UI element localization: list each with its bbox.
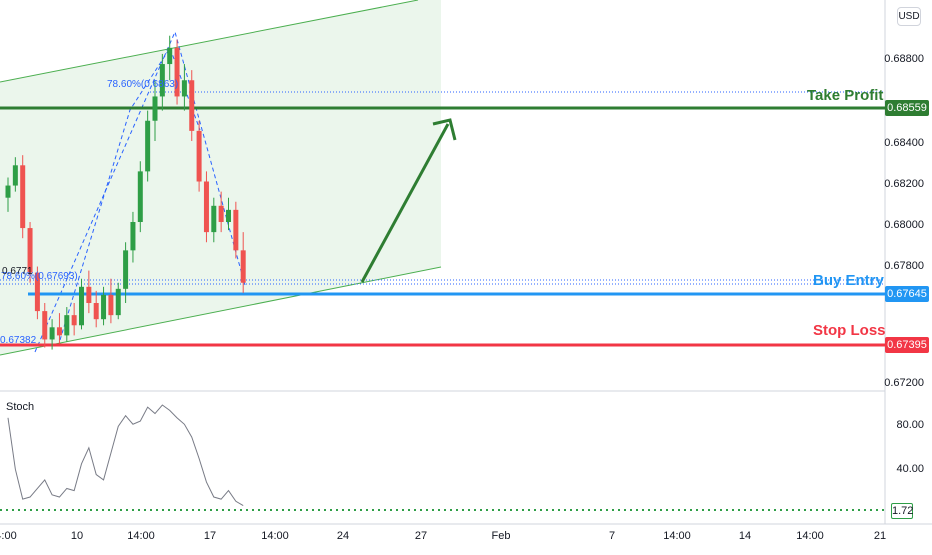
candle-up [211, 205, 217, 233]
candle-down [108, 294, 114, 316]
time-tick: 10 [70, 530, 84, 542]
candle-up [159, 64, 165, 97]
stoch-line [7, 404, 244, 507]
take-profit-label: Take Profit [807, 87, 884, 104]
stop-loss-label: Stop Loss [813, 322, 886, 339]
candle-down [56, 327, 62, 336]
time-tick: 27 [414, 530, 428, 542]
candle-up [64, 315, 70, 336]
time-tick: 4:00 [0, 530, 17, 542]
candle-down [71, 315, 77, 326]
price-tick: 0.67800 [884, 260, 924, 272]
channel-fill [0, 0, 441, 355]
time-tick: 14:00 [796, 530, 824, 542]
candle-down [203, 181, 209, 233]
candle-up [152, 96, 158, 121]
time-tick: 21 [873, 530, 887, 542]
time-tick: 14:00 [127, 530, 155, 542]
take-profit-price-tag: 0.68559 [885, 100, 929, 116]
candle-down [27, 228, 33, 273]
fib-label-mid-left: 0.6771 [2, 266, 33, 277]
candle-up [137, 171, 143, 222]
candle-up [12, 165, 18, 186]
channel-upper-line [0, 0, 419, 83]
projection-arrow [360, 123, 450, 283]
candle-down [20, 165, 26, 229]
candle-up [49, 327, 55, 340]
candle-down [240, 250, 246, 283]
price-tick: 0.68200 [884, 178, 924, 190]
price-tick: 0.68000 [884, 219, 924, 231]
candle-up [123, 250, 129, 289]
candle-down [93, 303, 99, 320]
candle-up [5, 185, 11, 198]
candle-down [189, 80, 195, 131]
candle-down [233, 209, 239, 251]
candle-down [86, 286, 92, 303]
candle-up [167, 47, 173, 65]
projection-arrowhead [432, 118, 457, 141]
candle-up [181, 80, 187, 97]
time-tick: 24 [336, 530, 350, 542]
buy-entry-label: Buy Entry [813, 272, 884, 289]
channel-lower-line [0, 266, 442, 356]
time-tick: 14:00 [261, 530, 289, 542]
candle-up [145, 120, 151, 172]
candle-up [79, 286, 84, 326]
candle-up [115, 288, 121, 316]
time-tick: Feb [491, 530, 511, 542]
fib-label-low: 0.67382 [0, 335, 37, 346]
fib-label-mid: 78.60%(0.67693) [1, 271, 78, 282]
candles-group [5, 35, 246, 350]
buy-entry-price-tag: 0.67645 [885, 286, 929, 302]
candle-down [218, 205, 224, 222]
currency-badge[interactable]: USD [897, 7, 921, 26]
fib-label-upper: 78.60%(0.6863) [107, 79, 179, 90]
candle-down [196, 130, 202, 182]
time-tick: 14:00 [663, 530, 691, 542]
price-tick: 0.67200 [884, 377, 924, 389]
indicator-title[interactable]: Stoch [6, 401, 35, 413]
candle-down [42, 311, 48, 340]
candle-down [174, 47, 180, 97]
candle-up [226, 209, 231, 222]
candle-up [101, 294, 107, 320]
stop-loss-price-tag: 0.67395 [885, 337, 929, 353]
stoch-tick: 80.00 [896, 419, 924, 431]
candle-up [130, 222, 136, 251]
candle-down [34, 272, 40, 312]
price-tick: 0.68400 [884, 137, 924, 149]
stoch-tick: 40.00 [896, 463, 924, 475]
time-tick: 17 [203, 530, 217, 542]
price-tick: 0.68800 [884, 53, 924, 65]
time-tick: 7 [608, 530, 616, 542]
time-tick: 14 [738, 530, 752, 542]
stoch-value-tag: 1.72 [891, 503, 914, 519]
